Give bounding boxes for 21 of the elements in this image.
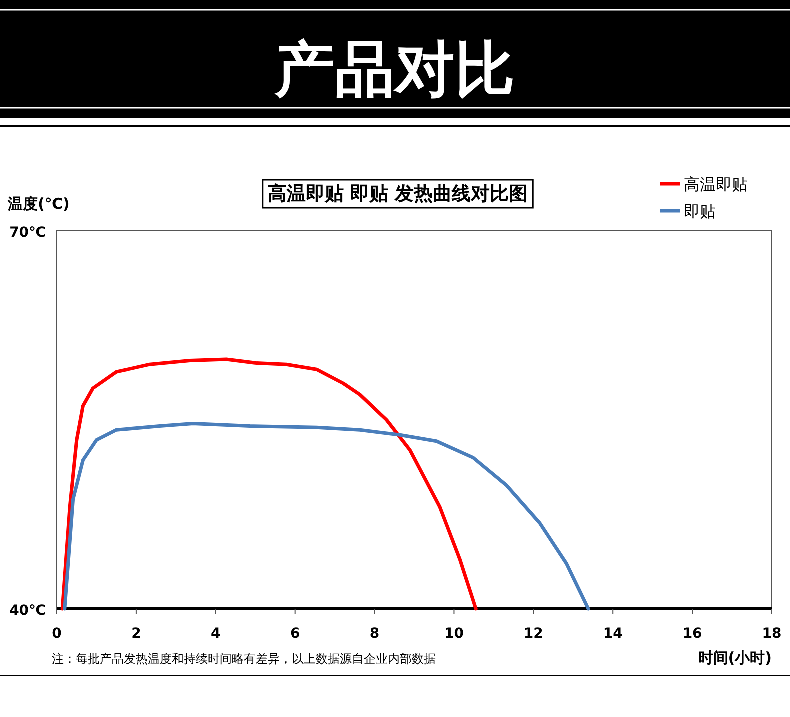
line-series [60,358,478,611]
chart-title: 产品对比 [274,35,515,105]
x-tick-label: 2 [132,626,142,642]
x-tick-label: 18 [762,626,782,642]
y-tick-label: 70℃ [10,225,46,241]
legend-label: 高温即贴 [684,175,748,194]
chart-subtitle: 高温即贴 即贴 发热曲线对比图 [268,183,528,205]
x-tick-label: 8 [370,626,380,642]
x-tick-label: 0 [52,626,62,642]
y-axis-title: 温度(℃) [7,195,70,213]
x-tick-label: 14 [603,626,624,642]
x-axis-title: 时间(小时) [698,649,772,667]
x-tick-label: 10 [444,626,464,642]
x-tick-label: 4 [211,626,222,642]
x-tick-label: 6 [290,626,300,642]
text: 注：每批产品发热温度和持续时间略有差异，以上数据源自企业内部数据 [52,652,436,666]
legend-label: 即贴 [684,202,716,221]
line-series [63,422,590,611]
x-tick-label: 12 [524,626,544,642]
x-tick-label: 16 [682,626,702,642]
y-tick-label: 40℃ [10,603,46,619]
